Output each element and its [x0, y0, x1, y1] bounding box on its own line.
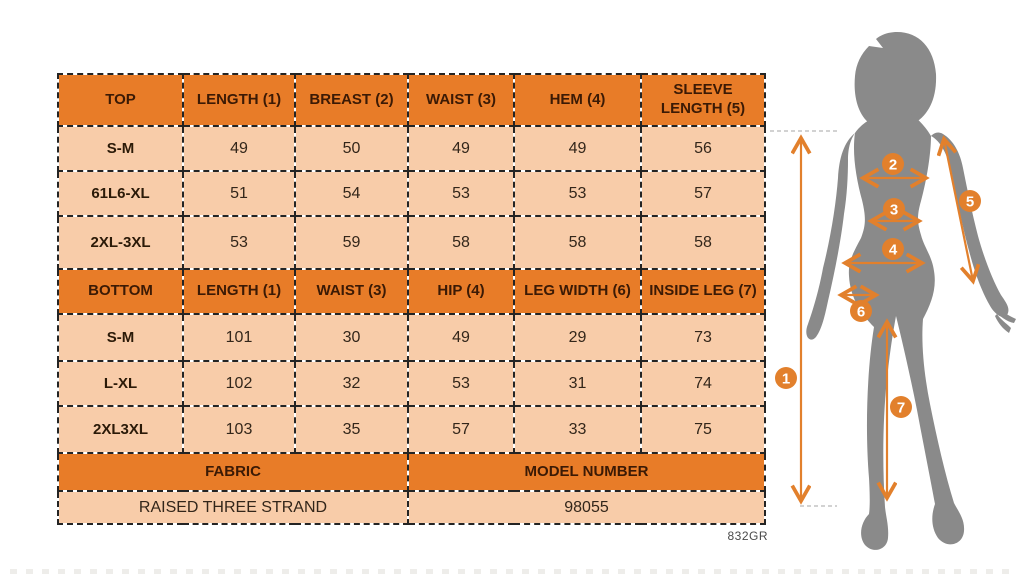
- measurement-value: 30: [294, 313, 409, 362]
- measurement-value: 58: [640, 215, 766, 270]
- top-header-row: TOP LENGTH (1) BREAST (2) WAIST (3) HEM …: [57, 73, 766, 127]
- measurement-value: 33: [513, 405, 642, 454]
- size-label: 2XL3XL: [57, 405, 184, 454]
- measurement-value: 53: [182, 215, 296, 270]
- col-header: WAIST (3): [407, 73, 515, 127]
- bottom-section-title: BOTTOM: [57, 268, 184, 315]
- measure-marker-1: 1: [775, 367, 797, 389]
- col-header: HEM (4): [513, 73, 642, 127]
- right-arm-silhouette: [931, 132, 1009, 317]
- measurement-value: 102: [182, 360, 296, 407]
- size-label: L-XL: [57, 360, 184, 407]
- arrow-5-sleeve-length: [944, 139, 973, 281]
- bottom-header-row: BOTTOM LENGTH (1) WAIST (3) HIP (4) LEG …: [57, 268, 766, 315]
- measure-marker-6: 6: [850, 300, 872, 322]
- top-section-title: TOP: [57, 73, 184, 127]
- measurement-value: 31: [513, 360, 642, 407]
- svg-text:5: 5: [966, 193, 974, 210]
- measurement-value: 101: [182, 313, 296, 362]
- col-header: INSIDE LEG (7): [640, 268, 766, 315]
- footer-header-row: FABRIC MODEL NUMBER: [57, 452, 766, 492]
- body-silhouette: [848, 108, 965, 550]
- measurement-value: 58: [513, 215, 642, 270]
- measurement-value: 53: [513, 170, 642, 217]
- col-header: HIP (4): [407, 268, 515, 315]
- measure-marker-3: 3: [883, 198, 905, 220]
- measurement-value: 54: [294, 170, 409, 217]
- measurement-value: 75: [640, 405, 766, 454]
- table-row: 2XL-3XL 53 59 58 58 58: [57, 215, 766, 270]
- table-row: S-M 49 50 49 49 56: [57, 125, 766, 172]
- measurement-value: 49: [407, 125, 515, 172]
- measurement-value: 53: [407, 360, 515, 407]
- measurement-value: 74: [640, 360, 766, 407]
- svg-text:6: 6: [857, 303, 865, 320]
- measurement-value: 53: [407, 170, 515, 217]
- measurement-value: 103: [182, 405, 296, 454]
- svg-text:3: 3: [890, 201, 898, 218]
- measurement-value: 49: [513, 125, 642, 172]
- measurement-value: 32: [294, 360, 409, 407]
- figure-silhouette-svg: 1 2 3 4 5 6 7: [770, 32, 1016, 550]
- col-header: LENGTH (1): [182, 73, 296, 127]
- style-code-label: 832GR: [727, 529, 768, 543]
- fabric-header: FABRIC: [57, 452, 409, 492]
- table-row: S-M 101 30 49 29 73: [57, 313, 766, 362]
- col-header: WAIST (3): [294, 268, 409, 315]
- model-number-header: MODEL NUMBER: [407, 452, 766, 492]
- right-hand-fingers: [992, 305, 1016, 333]
- measurement-value: 35: [294, 405, 409, 454]
- measurement-value: 56: [640, 125, 766, 172]
- measurement-value: 50: [294, 125, 409, 172]
- size-label: S-M: [57, 125, 184, 172]
- size-label: S-M: [57, 313, 184, 362]
- svg-text:1: 1: [782, 370, 790, 387]
- col-header: LEG WIDTH (6): [513, 268, 642, 315]
- measurement-value: 49: [182, 125, 296, 172]
- measurement-value: 73: [640, 313, 766, 362]
- size-label: 2XL-3XL: [57, 215, 184, 270]
- footer-value-row: RAISED THREE STRAND 98055: [57, 490, 766, 525]
- fabric-value: RAISED THREE STRAND: [57, 490, 409, 525]
- col-header: BREAST (2): [294, 73, 409, 127]
- measurement-value: 49: [407, 313, 515, 362]
- model-number-value: 98055: [407, 490, 766, 525]
- svg-text:2: 2: [889, 156, 897, 173]
- measurement-value: 29: [513, 313, 642, 362]
- measurement-value: 57: [407, 405, 515, 454]
- table-row: 61L6-XL 51 54 53 53 57: [57, 170, 766, 217]
- hair-silhouette: [854, 32, 937, 138]
- col-header: LENGTH (1): [182, 268, 296, 315]
- size-chart-table: TOP LENGTH (1) BREAST (2) WAIST (3) HEM …: [57, 73, 766, 525]
- col-header: SLEEVE LENGTH (5): [640, 73, 766, 127]
- measure-marker-7: 7: [890, 396, 912, 418]
- svg-text:7: 7: [897, 399, 905, 416]
- measurement-value: 51: [182, 170, 296, 217]
- measurement-value: 57: [640, 170, 766, 217]
- table-row: L-XL 102 32 53 31 74: [57, 360, 766, 407]
- cropped-text-artifact: [10, 569, 1014, 574]
- left-arm-silhouette: [806, 133, 855, 340]
- measure-marker-2: 2: [882, 153, 904, 175]
- measurement-value: 59: [294, 215, 409, 270]
- measurement-figure: 1 2 3 4 5 6 7: [770, 10, 1024, 570]
- measure-marker-4: 4: [882, 238, 904, 260]
- size-label: 61L6-XL: [57, 170, 184, 217]
- measure-marker-5: 5: [959, 190, 981, 212]
- measurement-value: 58: [407, 215, 515, 270]
- table-row: 2XL3XL 103 35 57 33 75: [57, 405, 766, 454]
- svg-text:4: 4: [889, 241, 898, 258]
